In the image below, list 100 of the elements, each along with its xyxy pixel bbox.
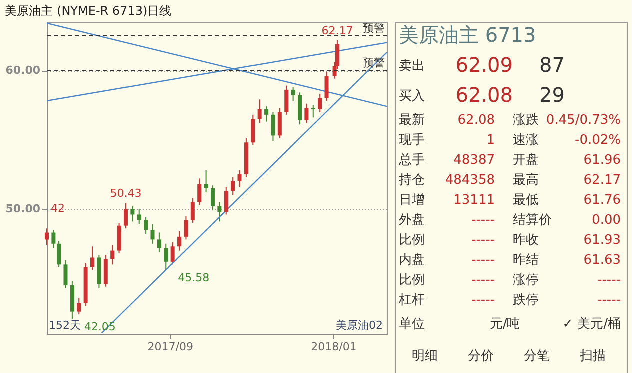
candlestick <box>231 176 236 196</box>
text: 昨收 <box>513 233 539 248</box>
candlestick <box>238 170 242 188</box>
candlestick <box>157 232 162 253</box>
text: 外盘 <box>399 213 425 228</box>
text: 87 <box>540 53 565 77</box>
text: ----- <box>598 293 622 308</box>
text: 速涨 <box>513 133 539 148</box>
text: ----- <box>598 273 622 288</box>
candlestick <box>137 208 142 225</box>
candlestick <box>64 260 68 289</box>
candlestick <box>164 243 168 271</box>
candlestick <box>264 106 269 122</box>
text: 61.96 <box>584 153 621 168</box>
text: 比例 <box>399 273 425 288</box>
text: 美原油主 6713 <box>399 23 536 47</box>
annotation: 美原油02 <box>336 319 383 332</box>
candlestick <box>224 186 228 216</box>
ref-line-label: 预警 <box>363 22 385 35</box>
text: 扫描 <box>579 349 606 364</box>
annotation: 62.17 <box>322 24 354 38</box>
candlestick <box>198 178 202 206</box>
text: 最低 <box>513 193 539 208</box>
text: 现手 <box>399 133 425 148</box>
text: 分笔 <box>524 349 550 364</box>
text: 元/吨 <box>490 317 520 332</box>
x-tick-label: 2018/01 <box>311 340 357 354</box>
text: ----- <box>472 213 496 228</box>
text: ----- <box>472 293 496 308</box>
candlestick <box>190 198 195 224</box>
text: 1 <box>486 133 495 148</box>
candlestick <box>304 103 309 124</box>
candlestick <box>271 112 276 142</box>
text: 跌停 <box>513 293 539 308</box>
candlestick <box>291 86 296 102</box>
candlestick <box>284 85 289 116</box>
candlestick <box>77 297 82 316</box>
text: 48387 <box>454 153 495 168</box>
text: 62.08 <box>458 113 495 128</box>
text: 单位 <box>399 317 425 332</box>
text: 62.17 <box>584 173 621 188</box>
text: 61.63 <box>584 253 621 268</box>
candlestick <box>311 104 316 118</box>
text: 开盘 <box>513 153 539 168</box>
text: 62.09 <box>456 53 513 77</box>
text: 卖出 <box>399 59 425 74</box>
text: 涨停 <box>513 273 539 288</box>
candlestick <box>52 230 56 249</box>
text: 比例 <box>399 233 425 248</box>
annotation: 45.58 <box>178 271 210 284</box>
candlestick <box>45 228 49 246</box>
text: -0.02% <box>575 133 621 148</box>
text: 杠杆 <box>398 293 425 308</box>
candlestick <box>324 71 329 102</box>
y-tick-label: 60.00 <box>6 64 41 78</box>
x-tick-label: 2017/09 <box>148 340 194 354</box>
text: ----- <box>472 253 496 268</box>
text: 结算价 <box>513 213 552 228</box>
text: 0.45/0.73% <box>546 113 621 128</box>
text: 持仓 <box>399 173 425 188</box>
candlestick <box>178 230 182 252</box>
text: 昨结 <box>513 253 539 268</box>
y-tick-label: 50.00 <box>6 202 41 216</box>
candlestick <box>258 99 262 124</box>
text: ✓ 美元/桶 <box>562 316 621 332</box>
candlestick <box>318 94 322 113</box>
text: 最高 <box>513 172 539 188</box>
candlestick <box>218 202 222 222</box>
text: ----- <box>472 233 496 248</box>
text: 0.00 <box>592 213 621 228</box>
text: ----- <box>472 273 496 288</box>
text: 日增 <box>399 193 425 208</box>
candlestick <box>204 170 208 194</box>
text: 61.76 <box>584 193 621 208</box>
annotation: 50.43 <box>110 187 142 200</box>
text: 484358 <box>445 173 495 188</box>
text: 涨跌 <box>513 113 539 128</box>
chart-title: 美原油主 (NYME-R 6713)日线 <box>5 4 172 18</box>
candlestick <box>278 107 282 139</box>
text: 13111 <box>454 193 495 208</box>
text: 买入 <box>399 89 425 104</box>
candlestick <box>57 240 62 268</box>
candlestick <box>251 114 256 146</box>
text: 29 <box>540 83 565 107</box>
annotation: 152天 <box>49 319 81 332</box>
candlestick <box>130 206 135 222</box>
text: 明细 <box>412 349 438 364</box>
candlestick <box>184 216 188 240</box>
text: 62.08 <box>456 83 513 107</box>
candlestick <box>150 224 155 244</box>
text: 分价 <box>468 349 494 364</box>
candlestick <box>210 185 215 212</box>
candlestick <box>144 217 148 235</box>
candlestick <box>110 244 115 266</box>
text: 最新 <box>399 113 425 128</box>
annotation: 42 <box>51 202 65 216</box>
candlestick <box>90 246 95 271</box>
text: 内盘 <box>399 253 425 268</box>
candlestick <box>124 202 128 230</box>
candlestick <box>170 242 175 266</box>
